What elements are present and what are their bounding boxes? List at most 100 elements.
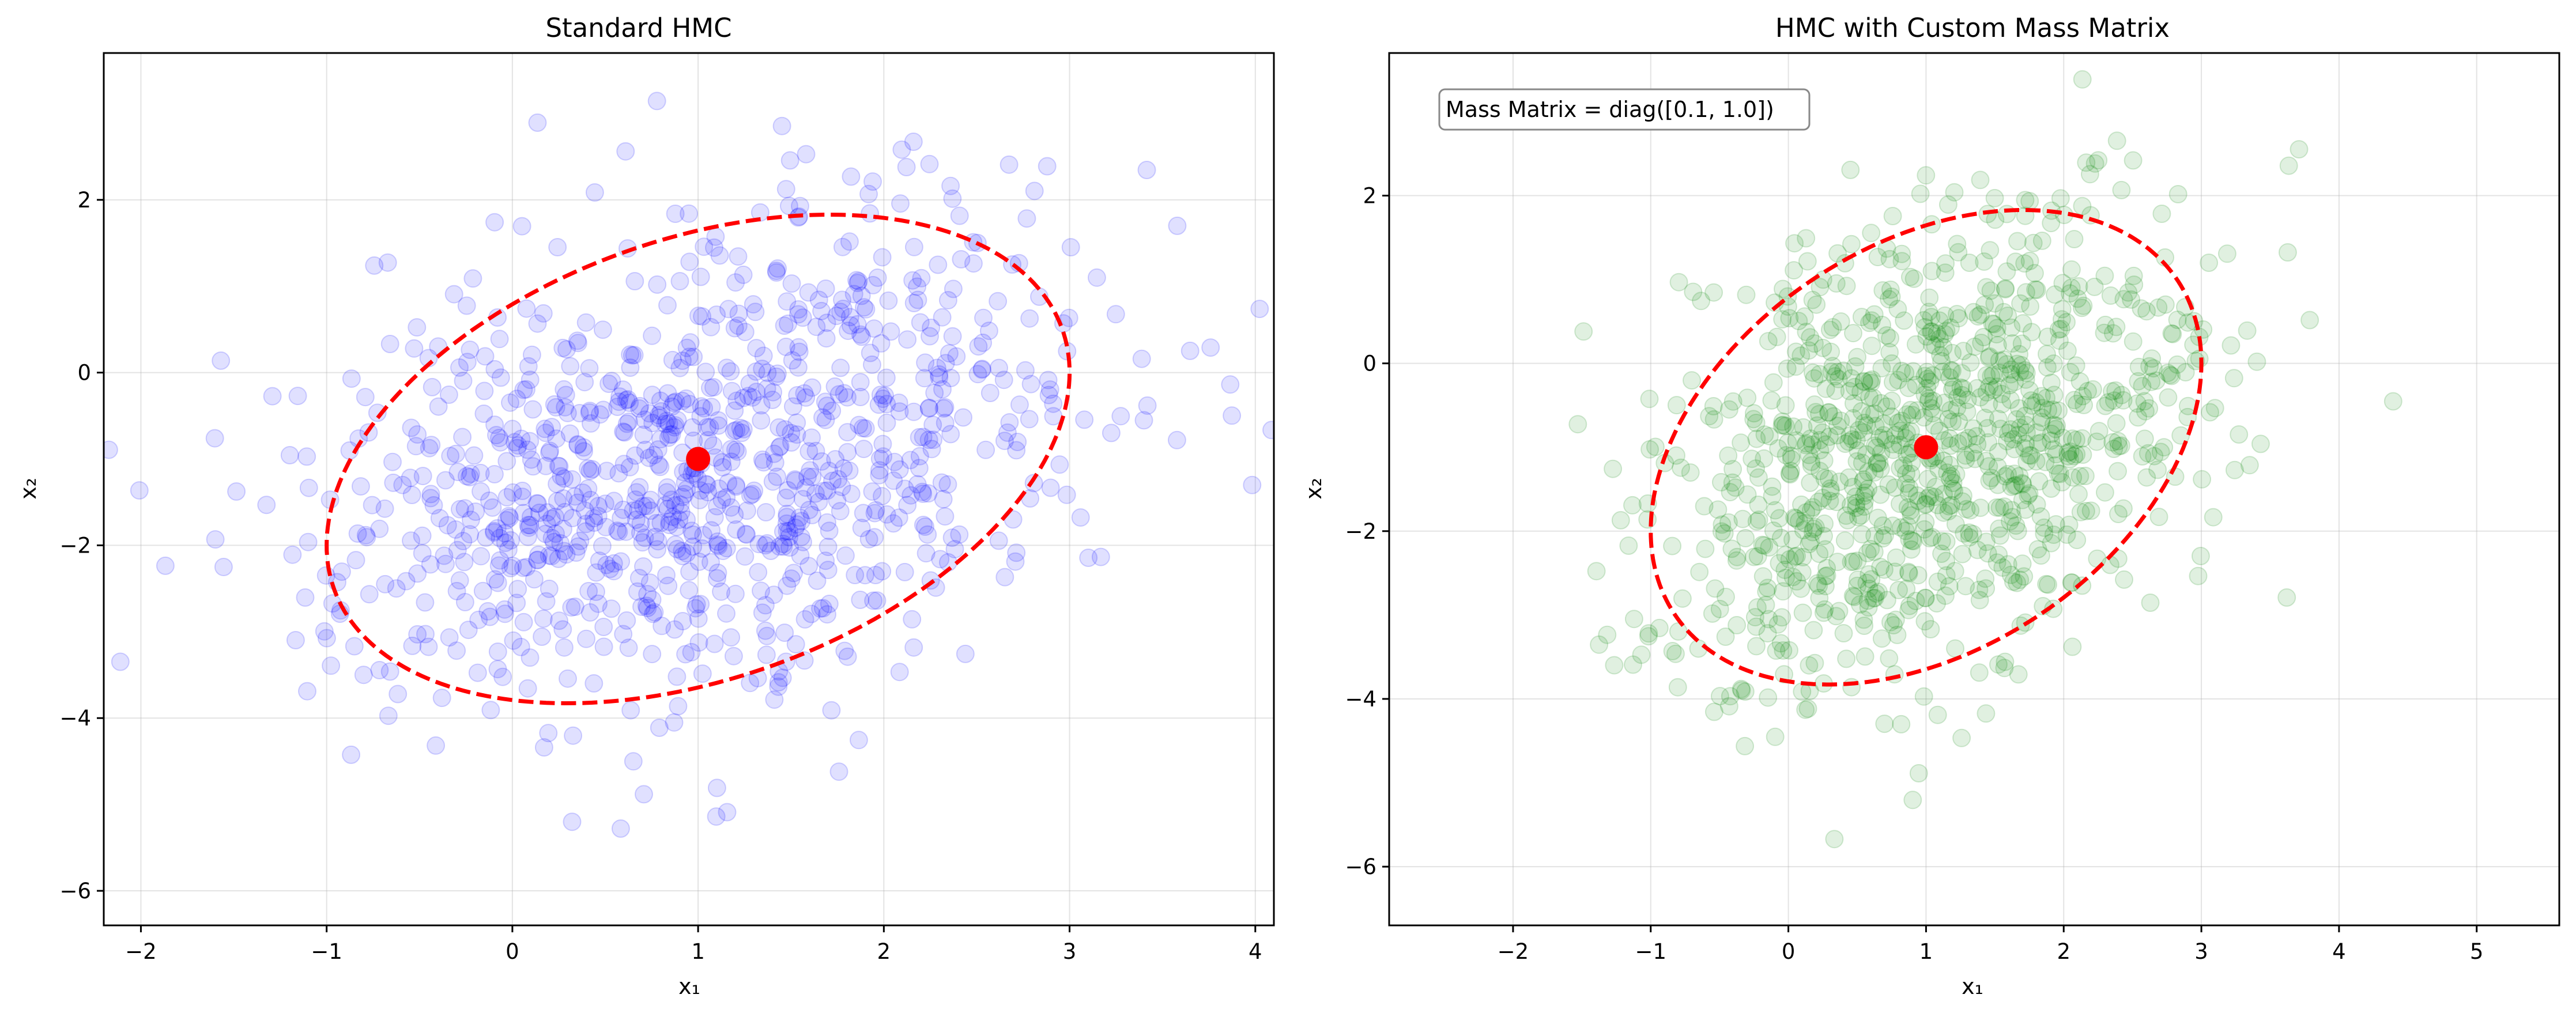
sample-point bbox=[480, 492, 499, 510]
sample-point bbox=[1841, 160, 1860, 179]
sample-point bbox=[617, 414, 636, 433]
sample-point bbox=[1888, 300, 1907, 319]
sample-point bbox=[870, 466, 889, 485]
sample-point bbox=[227, 482, 246, 501]
sample-point bbox=[1900, 596, 1919, 615]
sample-point bbox=[2096, 315, 2115, 334]
sample-point bbox=[676, 645, 695, 664]
sample-point bbox=[666, 205, 685, 223]
sample-point bbox=[2240, 456, 2259, 475]
sample-point bbox=[2166, 467, 2185, 486]
sample-point bbox=[1770, 554, 1789, 573]
sample-point bbox=[2225, 460, 2244, 479]
sample-point bbox=[695, 399, 714, 418]
sample-point bbox=[670, 272, 689, 290]
sample-point bbox=[633, 497, 653, 516]
sample-point bbox=[621, 358, 640, 377]
sample-point bbox=[866, 566, 885, 584]
sample-point bbox=[556, 385, 575, 404]
sample-point bbox=[1862, 311, 1881, 330]
sample-point bbox=[1804, 519, 1823, 538]
sample-point bbox=[1960, 254, 1979, 272]
sample-point bbox=[1836, 506, 1855, 525]
sample-point bbox=[840, 308, 859, 327]
sample-point bbox=[461, 511, 480, 530]
sample-point bbox=[2044, 525, 2063, 544]
sample-point bbox=[508, 436, 527, 455]
custom-mass-hmc-grid bbox=[1389, 53, 2559, 925]
sample-point bbox=[469, 610, 488, 629]
sample-point bbox=[2016, 415, 2035, 434]
sample-point bbox=[705, 634, 724, 653]
sample-point bbox=[840, 232, 859, 251]
sample-point bbox=[855, 298, 873, 317]
sample-point bbox=[2217, 244, 2236, 263]
sample-point bbox=[1919, 303, 1938, 322]
sample-point bbox=[1892, 411, 1911, 430]
sample-point bbox=[1998, 307, 2017, 325]
sample-point bbox=[945, 540, 964, 559]
sample-point bbox=[2061, 442, 2080, 461]
sample-point bbox=[802, 604, 821, 623]
sample-point bbox=[673, 612, 692, 630]
sample-point bbox=[1703, 604, 1722, 623]
sample-point bbox=[485, 570, 504, 589]
sample-point bbox=[2111, 436, 2130, 455]
custom-mass-hmc-ylabel: x₂ bbox=[1301, 478, 1326, 500]
sample-point bbox=[910, 447, 929, 466]
sample-point bbox=[1814, 603, 1833, 622]
sample-point bbox=[2009, 399, 2028, 418]
sample-point bbox=[535, 419, 555, 438]
sample-point bbox=[934, 399, 953, 418]
sample-point bbox=[536, 424, 555, 443]
sample-point bbox=[761, 542, 780, 560]
sample-point bbox=[1977, 452, 1996, 470]
sample-point bbox=[854, 440, 873, 459]
sample-point bbox=[1870, 453, 1889, 472]
sample-point bbox=[775, 316, 794, 335]
sample-point bbox=[1855, 414, 1874, 432]
sample-point bbox=[752, 581, 770, 600]
sample-point bbox=[460, 468, 479, 487]
sample-point bbox=[693, 307, 712, 326]
sample-point bbox=[581, 490, 600, 509]
sample-point bbox=[617, 522, 636, 541]
sample-point bbox=[1974, 328, 1993, 346]
sample-point bbox=[680, 252, 699, 271]
sample-point bbox=[2022, 323, 2041, 342]
sample-point bbox=[1984, 380, 2003, 399]
sample-point bbox=[1916, 513, 1935, 532]
sample-point bbox=[1880, 649, 1899, 668]
sample-point bbox=[2038, 327, 2057, 346]
sample-point bbox=[441, 447, 460, 466]
sample-point bbox=[444, 285, 463, 304]
sample-point bbox=[835, 641, 854, 660]
sample-point bbox=[696, 362, 715, 381]
sample-point bbox=[1862, 224, 1881, 243]
sample-point bbox=[1598, 625, 1617, 644]
sample-point bbox=[2149, 298, 2168, 317]
sample-point bbox=[507, 390, 526, 409]
sample-point bbox=[2013, 554, 2032, 573]
sample-point bbox=[1749, 496, 1768, 514]
sample-point bbox=[1623, 496, 1642, 515]
sample-point bbox=[1882, 407, 1901, 426]
sample-point bbox=[657, 411, 676, 430]
sample-point bbox=[2064, 468, 2083, 487]
sample-point bbox=[630, 399, 648, 418]
sample-point bbox=[1896, 429, 1915, 448]
sample-point bbox=[2104, 440, 2124, 458]
sample-point bbox=[1952, 364, 1971, 383]
sample-point bbox=[1783, 530, 1802, 549]
sample-point bbox=[1837, 649, 1856, 668]
sample-point bbox=[904, 133, 923, 151]
sample-point bbox=[2004, 572, 2023, 591]
sample-point bbox=[624, 501, 643, 520]
sample-point bbox=[2160, 365, 2179, 384]
sample-point bbox=[1737, 285, 1756, 304]
custom-mass-hmc-title: HMC with Custom Mass Matrix bbox=[1775, 13, 2170, 43]
standard-hmc-xtick-label: −2 bbox=[125, 939, 157, 964]
sample-point bbox=[2155, 438, 2174, 457]
sample-point bbox=[1915, 385, 1934, 404]
custom-mass-hmc-xtick-label: −2 bbox=[1498, 939, 1529, 964]
